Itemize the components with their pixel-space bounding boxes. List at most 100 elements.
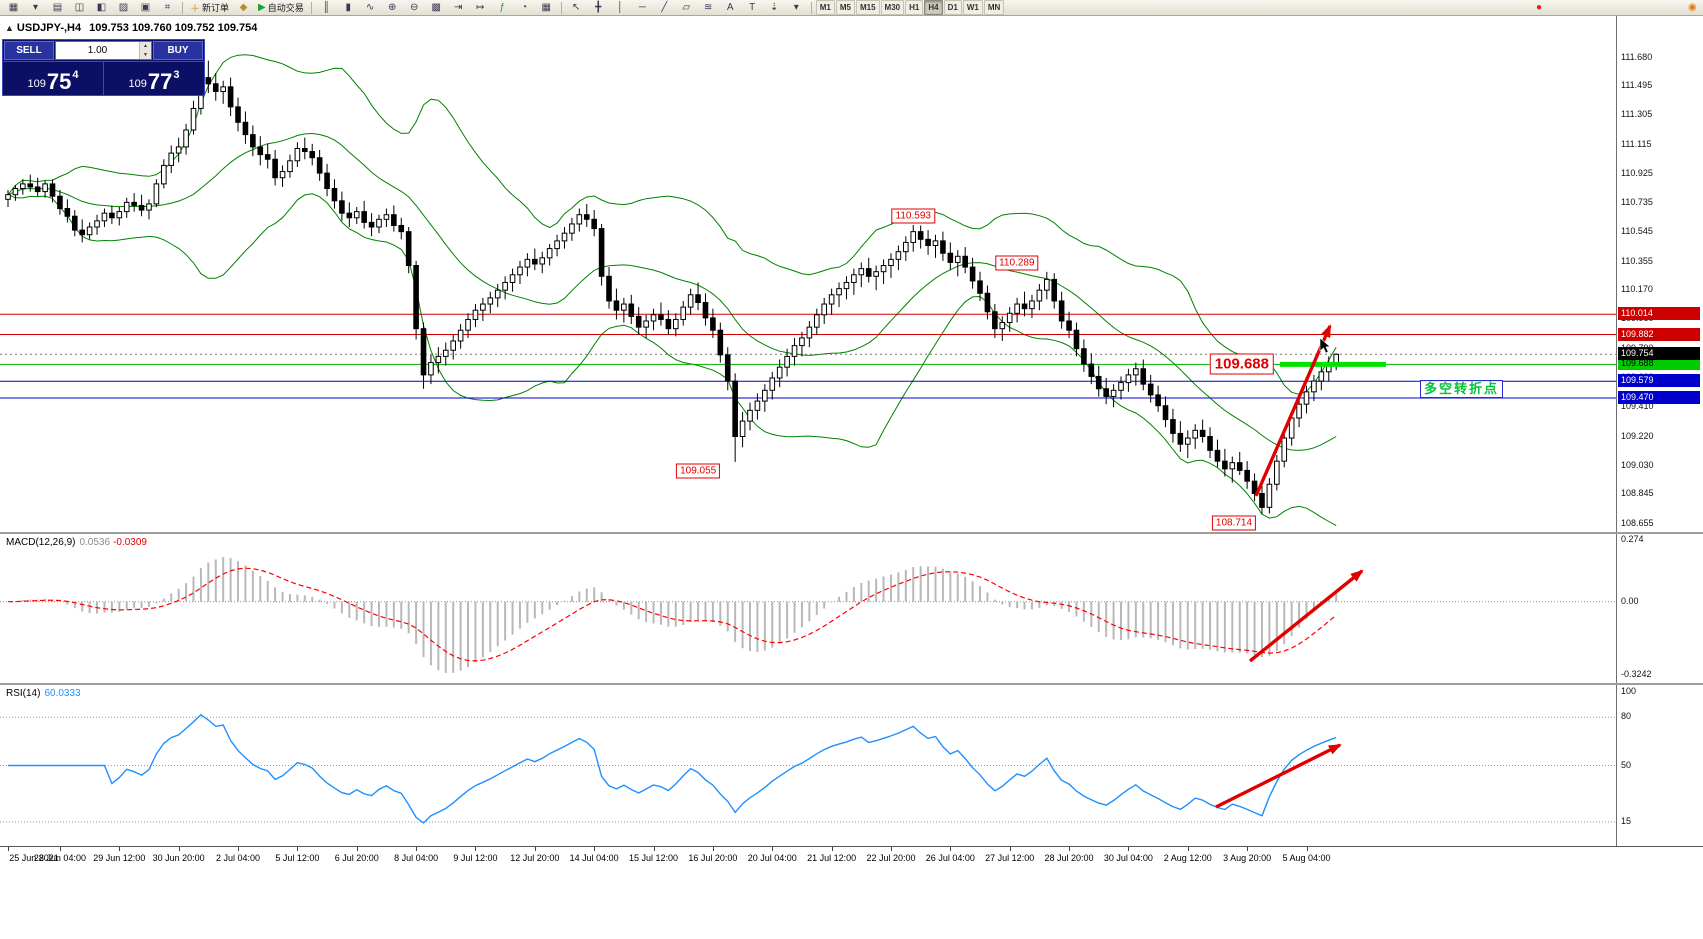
crosshair-tool-icon: ╋: [595, 2, 602, 13]
macd-axis-label: -0.3242: [1621, 668, 1652, 679]
vertical-line-tool[interactable]: │: [610, 0, 631, 16]
line-chart-button-icon: ∿: [366, 2, 375, 13]
candlestick-chart-button[interactable]: ▮: [338, 0, 359, 16]
price-annotation-109688[interactable]: 109.688: [1209, 353, 1274, 375]
cursor-tool[interactable]: ↖: [566, 0, 587, 16]
timeframe-w1[interactable]: W1: [962, 0, 983, 15]
timeframe-m1[interactable]: M1: [815, 0, 835, 15]
text-label-tool[interactable]: T: [742, 0, 763, 16]
terminal-button[interactable]: ▣: [135, 0, 156, 16]
rsi-label: RSI(14) 60.0333: [6, 688, 81, 699]
time-axis-label: 30 Jun 20:00: [152, 853, 205, 863]
ask-price: 109 77 3: [104, 62, 204, 95]
arrows-tool-icon: ⇣: [770, 2, 779, 13]
timeframe-d1[interactable]: D1: [943, 0, 962, 15]
time-axis[interactable]: 25 Jun 2021 28 Jun 04:00 29 Jun 12:00 30 Ju…: [0, 846, 1703, 873]
volume-spinner: ▲ ▼: [139, 42, 151, 59]
one-click-collapse-icon[interactable]: ▲: [5, 23, 14, 33]
trend-arrow[interactable]: [1248, 569, 1364, 663]
corner-app-icon[interactable]: ◉: [1688, 2, 1697, 13]
time-axis-tick: [1069, 847, 1071, 851]
price-axis[interactable]: 111.680 111.495 111.305 111.115 110.925 110.7…: [1616, 16, 1703, 532]
indicators-button[interactable]: ƒ: [492, 0, 513, 16]
new-order-button[interactable]: ＋新订单: [187, 0, 232, 16]
time-axis-tick: [1306, 847, 1308, 851]
trend-arrow[interactable]: [1254, 324, 1332, 497]
panel-separator[interactable]: [0, 683, 1703, 685]
chart-symbol: USDJPY-,H4: [16, 22, 82, 34]
record-indicator[interactable]: ●: [1536, 2, 1543, 13]
timeframe-h1[interactable]: H1: [905, 0, 924, 15]
toolbar: ▦ ▾ ▤ ◫ ◧ ▨ ▣ ⌗ ＋新订单 ◆ ▶ 自动交易 ║ ▮ ∿ ⊕ ⊖ ▩ ⇥ ↦ ƒ ◔ ▦ ↖ ╋ │ ─ ╱ ▱ ≋ A T ⇣ ▾…: [0, 0, 1703, 16]
new-chart-button[interactable]: ▦: [3, 0, 24, 16]
templates-button[interactable]: ▦: [536, 0, 557, 16]
volume-input[interactable]: [56, 42, 139, 59]
macd-canvas: [0, 557, 1616, 673]
price-tag-108.714[interactable]: 108.714: [1211, 515, 1257, 531]
sell-button[interactable]: SELL: [4, 41, 54, 60]
timeframe-m30[interactable]: M30: [880, 0, 905, 15]
strategy-tester-button[interactable]: ⌗: [157, 0, 178, 16]
crosshair-tool[interactable]: ╋: [588, 0, 609, 16]
chart-shift-button[interactable]: ↦: [470, 0, 491, 16]
time-axis-tick: [534, 847, 536, 851]
line-chart-button[interactable]: ∿: [360, 0, 381, 16]
macd-axis[interactable]: 0.274 0.00 -0.3242: [1616, 534, 1703, 683]
price-axis-box-109.882: 109.882: [1618, 327, 1700, 341]
timeframe-m5[interactable]: M5: [835, 0, 855, 15]
volume-up-button[interactable]: ▲: [140, 42, 151, 51]
price-tag-110.593[interactable]: 110.593: [891, 208, 935, 224]
periods-dropdown[interactable]: ◔: [514, 0, 535, 16]
timeframe-h4[interactable]: H4: [924, 0, 943, 15]
panel-separator[interactable]: [0, 532, 1703, 534]
rsi-axis[interactable]: 100 80 50 15: [1616, 685, 1703, 846]
price-tag-109.055[interactable]: 109.055: [676, 463, 721, 479]
zoom-in-button[interactable]: ⊕: [382, 0, 403, 16]
rsi-panel[interactable]: RSI(14) 60.0333 100 80 50 15: [0, 685, 1703, 846]
trend-arrow[interactable]: [1215, 743, 1342, 809]
metaeditor-button[interactable]: ◆: [233, 0, 254, 16]
price-tag-110.289[interactable]: 110.289: [995, 255, 1039, 271]
turning-point-label[interactable]: 多空转折点: [1420, 380, 1504, 398]
new-chart-dropdown[interactable]: ▾: [25, 0, 46, 16]
time-axis-tick: [178, 847, 180, 851]
time-axis-label: 26 Jul 04:00: [925, 853, 975, 863]
rsi-value: 60.0333: [44, 688, 81, 699]
auto-trading-button[interactable]: ▶ 自动交易: [255, 0, 307, 16]
main-chart-panel[interactable]: ▲ USDJPY-,H4 109.753 109.760 109.752 109.7…: [0, 16, 1703, 532]
arrows-tool[interactable]: ⇣: [764, 0, 785, 16]
rsi-canvas: [0, 713, 1616, 824]
trendline-tool[interactable]: ╱: [654, 0, 675, 16]
buy-button[interactable]: BUY: [153, 41, 203, 60]
bar-chart-button[interactable]: ║: [316, 0, 337, 16]
time-axis-label: 21 Jul 12:00: [807, 853, 857, 863]
time-axis-tick: [653, 847, 655, 851]
horizontal-line-tool-icon: ─: [638, 2, 646, 13]
data-window-button[interactable]: ◧: [91, 0, 112, 16]
navigator-button[interactable]: ▨: [113, 0, 134, 16]
market-watch-button[interactable]: ◫: [69, 0, 90, 16]
text-tool[interactable]: A: [720, 0, 741, 16]
auto-scroll-button[interactable]: ⇥: [448, 0, 469, 16]
tile-windows-button[interactable]: ▩: [426, 0, 447, 16]
channel-tool[interactable]: ▱: [676, 0, 697, 16]
bid-pipette: 4: [72, 69, 79, 81]
timeframe-mn[interactable]: MN: [983, 0, 1005, 15]
fibonacci-tool[interactable]: ≋: [698, 0, 719, 16]
time-axis-tick: [8, 847, 9, 851]
volume-down-button[interactable]: ▼: [140, 50, 151, 59]
price-axis-label: 108.845: [1621, 488, 1654, 499]
shapes-dropdown[interactable]: ▾: [786, 0, 807, 16]
time-axis-label: 3 Aug 20:00: [1223, 853, 1272, 863]
profiles-button[interactable]: ▤: [47, 0, 68, 16]
timeframe-m15[interactable]: M15: [855, 0, 880, 15]
time-axis-label: 8 Jul 04:00: [394, 853, 439, 863]
time-axis-label: 28 Jul 20:00: [1044, 853, 1094, 863]
zoom-out-button[interactable]: ⊖: [404, 0, 425, 16]
bollinger-bands: [7, 54, 1337, 527]
zoom-in-button-icon: ⊕: [388, 2, 397, 13]
macd-axis-label: 0.00: [1621, 595, 1639, 606]
horizontal-line-tool[interactable]: ─: [632, 0, 653, 16]
time-axis-tick: [59, 847, 61, 851]
macd-panel[interactable]: MACD(12,26,9) 0.0536 -0.0309 0.274 0.00 -0.3…: [0, 534, 1703, 683]
